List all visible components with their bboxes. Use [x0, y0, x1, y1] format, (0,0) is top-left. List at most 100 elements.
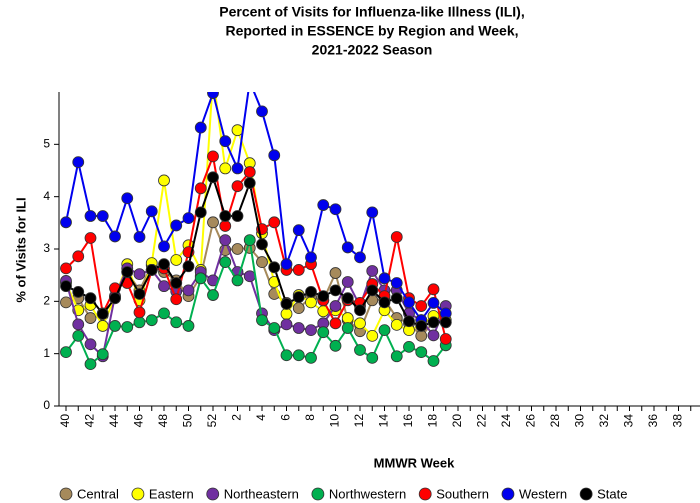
data-point: [329, 339, 342, 352]
data-point: [84, 292, 97, 305]
data-point: [317, 290, 330, 303]
data-point: [366, 284, 379, 297]
data-point: [439, 316, 452, 329]
x-tick-label: 30: [573, 414, 587, 428]
y-tick-label: 1: [43, 346, 50, 360]
data-point: [268, 322, 281, 334]
chart-title: Reported in ESSENCE by Region and Week,: [225, 23, 518, 39]
data-point: [256, 238, 268, 251]
legend-marker: [311, 487, 325, 501]
data-point: [133, 306, 146, 319]
data-point: [341, 312, 354, 324]
y-axis-label: % of Visits for ILI: [13, 197, 28, 302]
data-point: [243, 177, 256, 189]
legend-label: Southern: [436, 486, 489, 501]
data-point: [427, 355, 440, 367]
data-point: [109, 230, 121, 243]
data-point: [390, 231, 403, 243]
data-point: [219, 220, 232, 232]
data-point: [170, 293, 183, 306]
x-tick-label: 16: [401, 414, 415, 428]
y-tick-label: 3: [43, 241, 50, 255]
data-point: [244, 76, 255, 87]
data-point: [292, 291, 305, 304]
data-point: [60, 296, 72, 309]
data-point: [366, 265, 379, 277]
data-point: [60, 262, 72, 275]
data-point: [366, 206, 379, 219]
x-axis-label: MMWR Week: [374, 455, 455, 470]
legend: Central Eastern Northeastern Northwestern So…: [59, 486, 628, 501]
data-point: [121, 266, 134, 278]
data-point: [329, 300, 342, 312]
data-point: [158, 258, 170, 271]
data-point: [268, 216, 281, 229]
data-point: [72, 250, 85, 263]
data-point: [329, 284, 342, 297]
data-point: [96, 320, 109, 332]
data-point: [256, 105, 268, 118]
data-point: [280, 349, 293, 362]
data-point: [292, 264, 305, 276]
data-point: [182, 212, 195, 225]
legend-marker: [131, 487, 145, 501]
data-point: [182, 320, 195, 332]
plot-area: [60, 76, 452, 371]
data-point: [60, 216, 72, 229]
data-point: [207, 289, 219, 301]
data-point: [366, 351, 379, 364]
data-point: [109, 320, 121, 332]
legend-marker: [206, 487, 220, 501]
data-point: [390, 277, 403, 289]
data-point: [170, 254, 183, 266]
data-point: [329, 203, 342, 216]
y-tick-label: 0: [43, 398, 50, 412]
x-tick-label: 14: [377, 414, 391, 428]
data-point: [158, 174, 170, 187]
x-tick-label: 10: [328, 414, 342, 428]
data-point: [219, 256, 232, 268]
data-point: [84, 312, 97, 324]
x-tick-label: 32: [597, 414, 611, 428]
data-point: [415, 346, 428, 358]
data-point: [182, 260, 195, 273]
x-tick-label: 20: [450, 414, 464, 428]
data-point: [305, 286, 317, 298]
data-point: [427, 329, 440, 342]
data-point: [72, 286, 85, 298]
data-point: [72, 156, 85, 169]
data-point: [231, 162, 244, 175]
data-point: [341, 292, 354, 305]
x-tick-label: 44: [107, 414, 121, 428]
data-point: [378, 296, 391, 309]
data-point: [292, 349, 305, 362]
data-point: [427, 297, 440, 309]
legend-label: Central: [77, 486, 119, 501]
data-point: [243, 166, 256, 178]
y-tick-label: 4: [43, 189, 50, 203]
data-point: [256, 256, 268, 268]
legend-marker: [579, 487, 593, 501]
data-point: [109, 292, 121, 305]
legend-label: Northwestern: [329, 486, 406, 501]
x-tick-label: 34: [622, 414, 636, 428]
data-point: [317, 199, 330, 211]
data-point: [219, 135, 232, 148]
data-point: [194, 182, 207, 195]
data-point: [341, 322, 354, 334]
data-point: [243, 270, 256, 283]
data-point: [170, 316, 183, 329]
data-point: [280, 258, 293, 271]
data-point: [305, 324, 317, 337]
legend-label: State: [597, 486, 627, 501]
data-point: [219, 234, 232, 247]
data-point: [354, 251, 366, 264]
data-point: [231, 243, 244, 255]
legend-marker: [501, 487, 515, 501]
data-point: [243, 234, 256, 247]
data-point: [207, 171, 219, 184]
data-point: [427, 283, 440, 296]
x-tick-label: 50: [181, 414, 195, 428]
data-point: [354, 304, 366, 317]
